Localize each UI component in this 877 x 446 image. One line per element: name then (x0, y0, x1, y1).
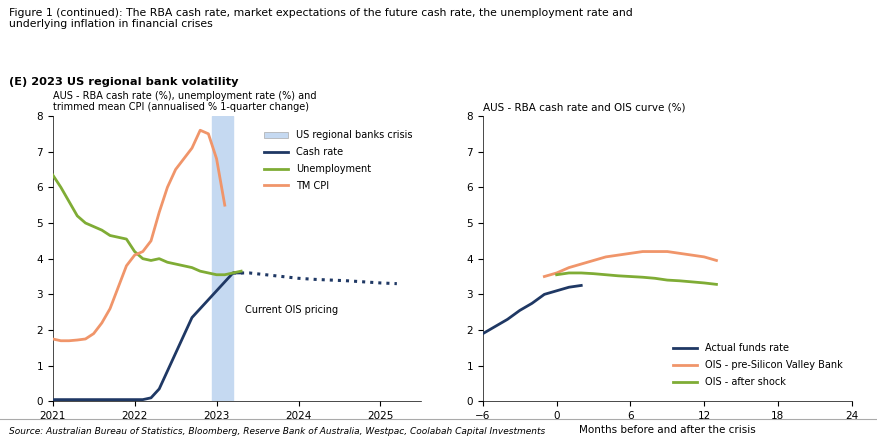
Text: AUS - RBA cash rate and OIS curve (%): AUS - RBA cash rate and OIS curve (%) (482, 103, 685, 112)
Text: (E) 2023 US regional bank volatility: (E) 2023 US regional bank volatility (9, 77, 238, 87)
Legend: Actual funds rate, OIS - pre-Silicon Valley Bank, OIS - after shock: Actual funds rate, OIS - pre-Silicon Val… (668, 339, 845, 391)
Text: Figure 1 (continued): The RBA cash rate, market expectations of the future cash : Figure 1 (continued): The RBA cash rate,… (9, 8, 631, 29)
Text: AUS - RBA cash rate (%), unemployment rate (%) and
trimmed mean CPI (annualised : AUS - RBA cash rate (%), unemployment ra… (53, 91, 316, 112)
Text: Current OIS pricing: Current OIS pricing (245, 306, 338, 315)
Legend: US regional banks crisis, Cash rate, Unemployment, TM CPI: US regional banks crisis, Cash rate, Une… (260, 127, 416, 195)
Text: Source: Australian Bureau of Statistics, Bloomberg, Reserve Bank of Australia, W: Source: Australian Bureau of Statistics,… (9, 427, 545, 437)
X-axis label: Months before and after the crisis: Months before and after the crisis (578, 425, 755, 435)
Bar (212, 116, 232, 401)
